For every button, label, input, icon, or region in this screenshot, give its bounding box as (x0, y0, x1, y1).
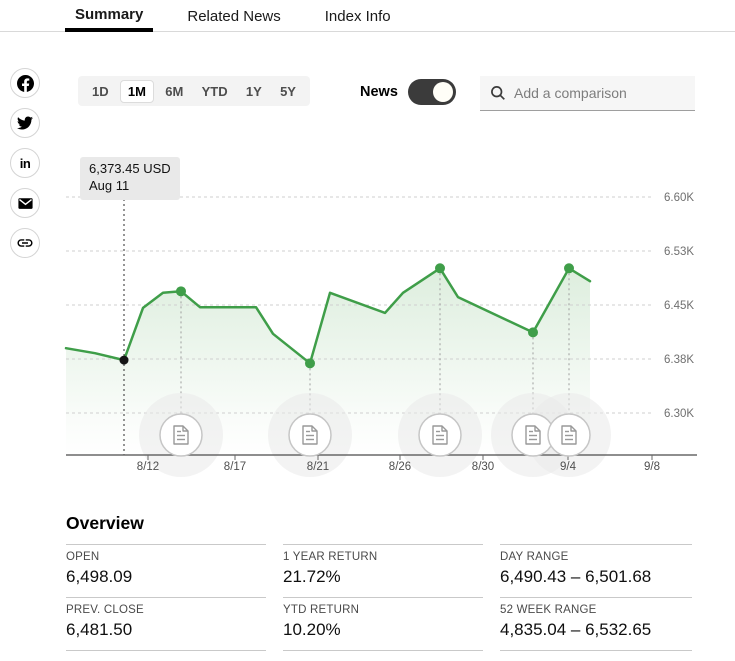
news-icon[interactable] (288, 413, 332, 457)
news-point-dot (564, 263, 574, 274)
x-axis-label: 9/4 (560, 461, 577, 473)
news-icon[interactable] (547, 413, 591, 457)
news-toggle-label: News (360, 84, 398, 100)
tab-bar: Summary Related News Index Info (0, 0, 735, 32)
tooltip-date: Aug 11 (89, 177, 130, 193)
y-axis-label: 6.60K (664, 192, 694, 204)
tab-index-info[interactable]: Index Info (324, 7, 391, 25)
document-glyph-fold (182, 426, 188, 432)
stat-value: 6,481.50 (66, 620, 133, 639)
y-axis-label: 6.38K (664, 354, 694, 366)
chart-tooltip: 6,373.45 USD Aug 11 (80, 157, 180, 200)
comparison-search-input[interactable] (514, 85, 689, 101)
stat-1-year-return: 1 YEAR RETURN 21.72% (283, 544, 483, 597)
news-icon[interactable] (511, 413, 555, 457)
y-axis-label: 6.53K (664, 246, 694, 258)
x-axis-label: 8/12 (137, 461, 159, 473)
stat-value: 6,498.09 (66, 567, 133, 586)
document-glyph-fold (441, 426, 447, 432)
facebook-icon (16, 74, 34, 92)
email-share-button[interactable] (10, 188, 40, 218)
range-selector: 1D 1M 6M YTD 1Y 5Y (78, 76, 310, 106)
price-line (64, 267, 592, 365)
news-toggle-knob (432, 82, 453, 102)
tabs-nav: Summary Related News Index Info (0, 0, 735, 32)
share-rail: in (10, 68, 40, 268)
stat-day-range: DAY RANGE 6,490.43 – 6,501.68 (500, 544, 692, 597)
x-axis-label: 8/17 (224, 461, 246, 473)
stat-label: 1 YEAR RETURN (283, 551, 378, 563)
stat-label: DAY RANGE (500, 551, 569, 563)
news-toggle[interactable] (407, 79, 456, 105)
x-axis-label: 8/30 (472, 461, 494, 473)
stat-label: 52 WEEK RANGE (500, 604, 597, 616)
tab-summary[interactable]: Summary (65, 0, 154, 32)
link-icon (17, 239, 33, 247)
news-point-dot (176, 286, 186, 297)
linkedin-share-button[interactable]: in (10, 148, 40, 178)
stat-52-week-range: 52 WEEK RANGE 4,835.04 – 6,532.65 (500, 597, 692, 651)
selected-point-dot (119, 355, 129, 365)
stat-value: 10.20% (283, 620, 341, 639)
twitter-icon (17, 116, 33, 130)
stat-prev-close: PREV. CLOSE 6,481.50 (66, 597, 266, 651)
overview-section: Overview OPEN 6,498.09 1 YEAR RETURN 21.72%… (66, 505, 692, 651)
link-share-button[interactable] (10, 228, 40, 258)
linkedin-icon: in (19, 155, 31, 171)
stat-label: YTD RETURN (283, 604, 360, 616)
y-axis-label: 6.30K (664, 408, 694, 420)
x-axis-label: 8/21 (307, 461, 329, 473)
news-icon[interactable] (159, 413, 203, 457)
overview-title: Overview (66, 513, 144, 533)
twitter-share-button[interactable] (10, 108, 40, 138)
news-toggle-group: News (360, 79, 456, 105)
document-glyph-fold (570, 426, 576, 432)
x-axis-label: 8/26 (389, 461, 411, 473)
comparison-search (480, 76, 695, 111)
news-point-dot (528, 327, 538, 338)
range-1d[interactable]: 1D (85, 81, 116, 102)
stat-label: OPEN (66, 551, 100, 563)
stat-label: PREV. CLOSE (66, 604, 144, 616)
tab-related-news[interactable]: Related News (187, 7, 281, 25)
email-icon (17, 197, 33, 209)
stat-open: OPEN 6,498.09 (66, 544, 266, 597)
x-axis-label: 9/8 (644, 461, 660, 473)
stat-value: 6,490.43 – 6,501.68 (500, 567, 652, 586)
range-1m[interactable]: 1M (119, 79, 154, 103)
y-axis-label: 6.45K (664, 300, 694, 312)
news-icon[interactable] (418, 413, 462, 457)
document-glyph-fold (534, 426, 540, 432)
range-5y[interactable]: 5Y (273, 81, 303, 102)
news-point-dot (435, 263, 445, 274)
overview-grid: OPEN 6,498.09 1 YEAR RETURN 21.72% DAY RANGE… (66, 544, 692, 651)
range-1y[interactable]: 1Y (239, 81, 269, 102)
price-chart: 6.60K 6.53K 6.45K 6.38K 6.30K 8/12 8/17 8/21 8/2… (0, 140, 735, 485)
news-point-dot (305, 358, 315, 369)
stat-value: 21.72% (283, 567, 341, 586)
stat-value: 4,835.04 – 6,532.65 (500, 620, 652, 639)
facebook-share-button[interactable] (10, 68, 40, 98)
price-chart-svg[interactable]: 6.60K 6.53K 6.45K 6.38K 6.30K 8/12 8/17 8/21 8/2… (0, 140, 735, 485)
search-icon (491, 86, 505, 100)
tooltip-price: 6,373.45 USD (89, 161, 171, 176)
range-ytd[interactable]: YTD (195, 81, 235, 102)
document-glyph-fold (311, 426, 317, 432)
range-6m[interactable]: 6M (158, 81, 190, 102)
stat-ytd-return: YTD RETURN 10.20% (283, 597, 483, 651)
